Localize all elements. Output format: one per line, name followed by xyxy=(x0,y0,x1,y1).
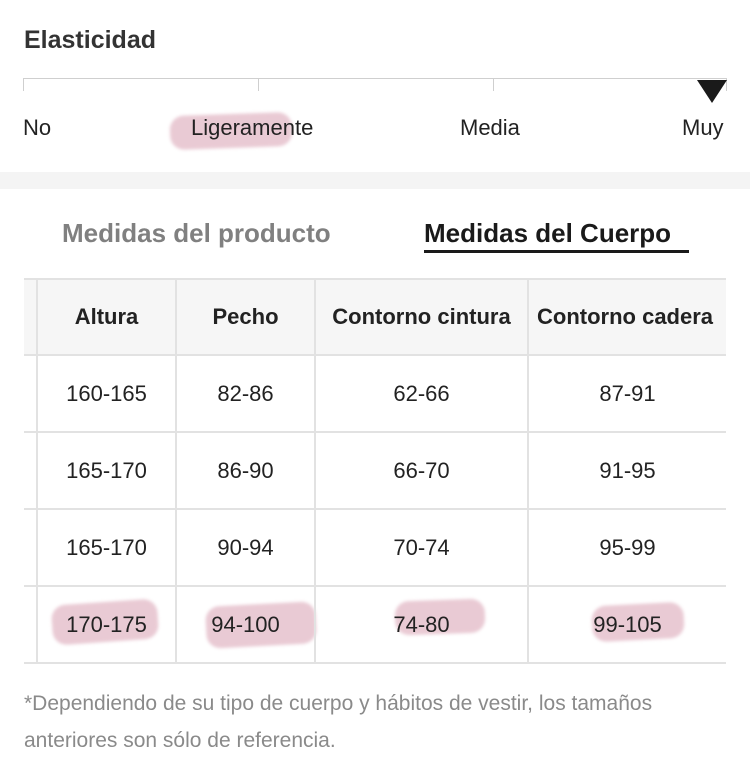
section-divider xyxy=(0,172,750,189)
scale-tick xyxy=(23,78,24,91)
scale-line xyxy=(23,78,727,79)
cell-pecho: 82-86 xyxy=(176,355,316,433)
header-contorno-cintura: Contorno cintura xyxy=(315,278,529,356)
elasticity-scale xyxy=(23,78,727,92)
level-label-media: Media xyxy=(460,115,520,140)
tab-product-measurements[interactable]: Medidas del producto xyxy=(62,218,331,248)
level-label-no: No xyxy=(23,115,52,140)
cell-cintura: 62-66 xyxy=(315,355,529,433)
level-label-ligeramente: Ligeramente xyxy=(191,115,314,140)
header-contorno-cadera: Contorno cadera xyxy=(528,278,726,356)
cell-altura: 165-170 xyxy=(37,432,177,510)
active-tab-underline xyxy=(424,250,689,253)
table-stub-cell xyxy=(24,355,38,433)
table-stub-cell xyxy=(24,509,38,587)
cell-pecho: 90-94 xyxy=(176,509,316,587)
table-stub-cell xyxy=(24,278,38,356)
table-header-row: Altura Pecho Contorno cintura Contorno c… xyxy=(24,278,726,356)
elasticity-title: Elasticidad xyxy=(24,26,156,54)
table-row: 165-170 90-94 70-74 95-99 xyxy=(24,509,726,587)
cell-altura: 160-165 xyxy=(37,355,177,433)
selected-level-marker-icon xyxy=(697,80,727,103)
scale-tick xyxy=(493,78,494,91)
header-pecho: Pecho xyxy=(176,278,316,356)
table-row: 170-175 94-100 74-80 99-105 xyxy=(24,586,726,664)
tab-body-measurements[interactable]: Medidas del Cuerpo xyxy=(424,218,672,248)
cell-cintura: 74-80 xyxy=(315,586,529,664)
cell-cintura: 70-74 xyxy=(315,509,529,587)
size-table: Altura Pecho Contorno cintura Contorno c… xyxy=(24,278,726,664)
cell-altura: 165-170 xyxy=(37,509,177,587)
table-row: 165-170 86-90 66-70 91-95 xyxy=(24,432,726,510)
cell-pecho: 86-90 xyxy=(176,432,316,510)
header-altura: Altura xyxy=(37,278,177,356)
cell-cintura: 66-70 xyxy=(315,432,529,510)
table-row: 160-165 82-86 62-66 87-91 xyxy=(24,355,726,433)
level-label-muy: Muy xyxy=(682,115,724,140)
table-stub-cell xyxy=(24,432,38,510)
scale-tick xyxy=(258,78,259,91)
cell-cadera: 87-91 xyxy=(528,355,726,433)
cell-cadera: 99-105 xyxy=(528,586,726,664)
size-reference-note: *Dependiendo de su tipo de cuerpo y hábi… xyxy=(24,692,653,752)
table-stub-cell xyxy=(24,586,38,664)
cell-cadera: 95-99 xyxy=(528,509,726,587)
cell-altura: 170-175 xyxy=(37,586,177,664)
cell-pecho: 94-100 xyxy=(176,586,316,664)
cell-cadera: 91-95 xyxy=(528,432,726,510)
